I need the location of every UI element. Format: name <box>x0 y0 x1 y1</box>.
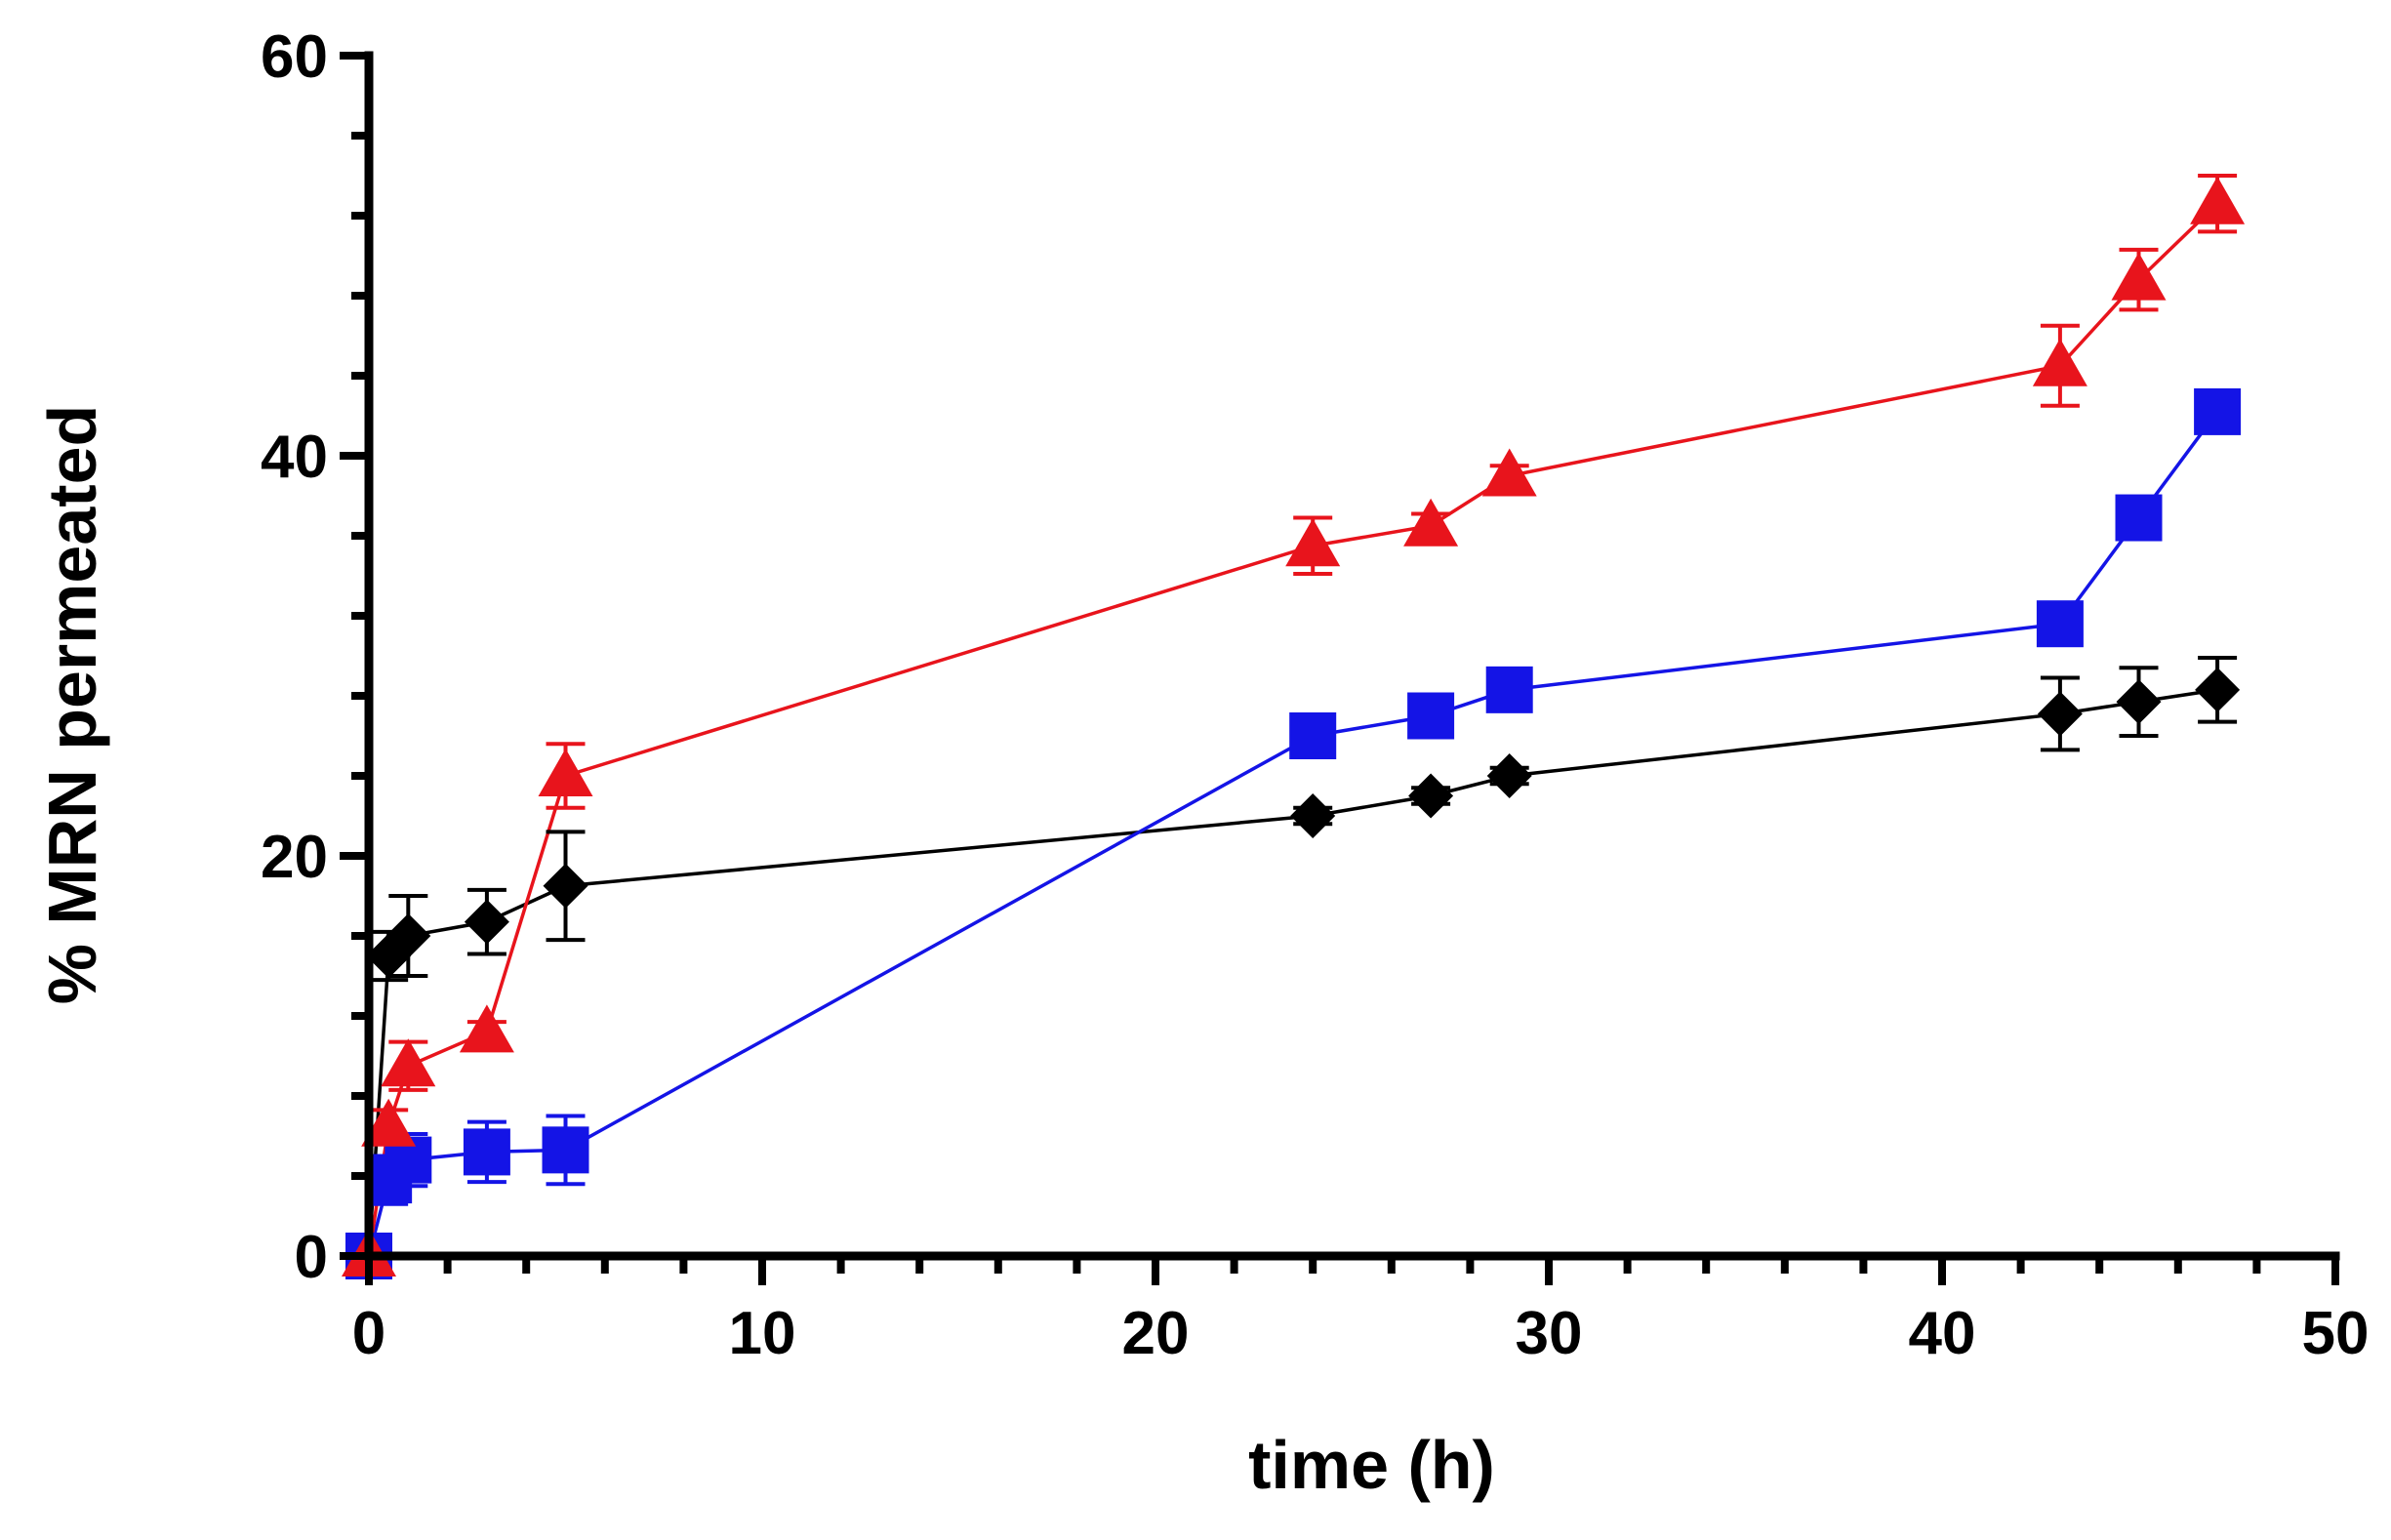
data-point-triangle <box>459 1004 514 1053</box>
x-tick-label: 0 <box>352 1300 385 1367</box>
series-diamond <box>367 688 2218 1257</box>
plot-area: 0 20 40 60 0 10 20 30 40 50 <box>261 23 2369 1367</box>
series-square <box>367 410 2219 1257</box>
x-axis-title: time (h) <box>1248 1427 1495 1503</box>
data-point-diamond <box>2195 667 2241 712</box>
series-line <box>367 688 2218 1257</box>
data-point-diamond <box>2037 691 2083 737</box>
data-point-square <box>2115 494 2163 542</box>
data-point-triangle <box>1403 498 1459 547</box>
data-point-square <box>463 1128 510 1176</box>
series-line <box>367 410 2219 1257</box>
data-point-diamond <box>464 899 509 945</box>
data-point-square <box>1407 692 1455 740</box>
data-point-square <box>2194 387 2242 435</box>
data-point-diamond <box>1486 753 1532 798</box>
data-point-diamond <box>1290 793 1336 838</box>
ticks-layer: 0 20 40 60 0 10 20 30 40 50 <box>261 23 2369 1367</box>
series-square-points <box>345 387 2242 1279</box>
data-point-triangle <box>2190 176 2246 224</box>
data-point-square <box>2036 600 2084 648</box>
data-point-square <box>542 1126 589 1174</box>
data-point-triangle <box>2032 338 2087 386</box>
data-point-triangle <box>2111 252 2167 301</box>
y-tick-label: 20 <box>261 824 328 891</box>
data-point-diamond <box>1408 773 1454 819</box>
data-point-triangle <box>1481 448 1537 497</box>
axes-layer <box>364 51 2340 1261</box>
data-point-diamond <box>385 913 431 958</box>
y-tick-label: 60 <box>261 23 328 91</box>
x-tick-label: 10 <box>729 1300 796 1367</box>
data-point-diamond <box>543 863 588 909</box>
data-point-triangle <box>538 749 593 796</box>
x-tick-label: 30 <box>1516 1300 1583 1367</box>
data-point-triangle <box>361 1098 417 1147</box>
data-point-triangle <box>381 1038 436 1087</box>
x-tick-label: 50 <box>2302 1300 2370 1367</box>
y-axis-title: % MRN permeated <box>34 405 110 1005</box>
series-layer <box>342 174 2246 1279</box>
x-tick-label: 20 <box>1122 1300 1190 1367</box>
y-tick-label: 40 <box>261 424 328 491</box>
y-tick-label: 0 <box>295 1224 328 1291</box>
x-tick-label: 40 <box>1909 1300 1976 1367</box>
data-point-diamond <box>2116 679 2162 725</box>
data-point-triangle <box>1285 518 1341 567</box>
data-point-square <box>1289 712 1337 759</box>
series-square-errorbars <box>349 399 2238 1265</box>
data-point-square <box>1485 666 1533 713</box>
